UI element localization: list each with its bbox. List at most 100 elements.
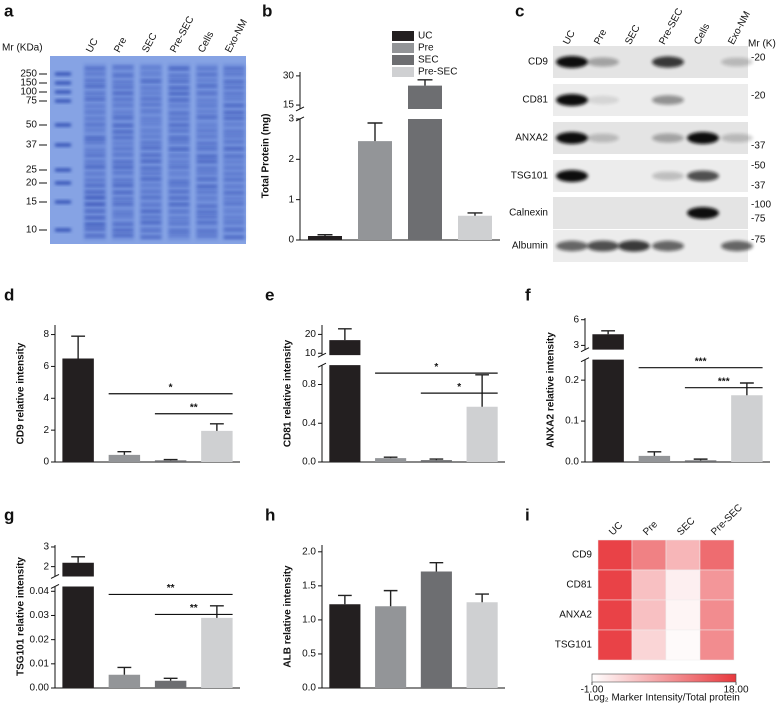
lane-band: [169, 183, 189, 187]
lane-band: [169, 86, 189, 90]
bar: [154, 460, 187, 462]
lane-band: [197, 230, 217, 233]
lane-band: [224, 221, 244, 224]
blot-band: [687, 170, 719, 182]
lane-band: [169, 196, 189, 200]
lane-band: [141, 117, 161, 121]
heatmap-column-label: UC: [607, 520, 625, 538]
blot-band: [587, 95, 619, 105]
lane-band: [141, 184, 161, 187]
ladder-label: 100: [20, 87, 37, 98]
lane-band: [141, 92, 161, 95]
blot-band: [652, 171, 684, 181]
lane-band: [85, 191, 105, 194]
blot-marker: -75: [751, 235, 766, 246]
significance-label: **: [190, 603, 198, 614]
lane-band: [85, 210, 105, 213]
panel-letter: d: [4, 285, 14, 304]
error-bar: [601, 330, 616, 335]
error-bar: [739, 382, 754, 396]
lane-band: [141, 122, 161, 125]
axis-break: [50, 574, 60, 589]
bar: [154, 680, 187, 688]
lane-band: [169, 112, 189, 115]
colorbar-tick-label: -1.00: [581, 685, 604, 696]
lane-band: [141, 103, 161, 106]
y-tick-label: 2.0: [302, 546, 316, 557]
bar: [329, 604, 361, 688]
lane-band: [224, 116, 244, 120]
lane-band: [169, 140, 189, 143]
heatmap-cell: [631, 599, 667, 631]
blot-band: [652, 56, 684, 68]
bar: [592, 334, 624, 462]
bar: [638, 455, 671, 462]
bar: [731, 395, 763, 462]
lane-band: [141, 66, 161, 69]
panel-letter: c: [515, 1, 524, 20]
bar: [62, 562, 94, 688]
ladder-label: 50: [26, 120, 38, 131]
colorbar: [591, 673, 737, 683]
bar: [684, 460, 717, 462]
lane-band: [197, 104, 217, 107]
lane-band: [113, 191, 133, 194]
lane-band: [169, 190, 189, 193]
heatmap-cell: [631, 629, 667, 661]
heatmap-cell: [597, 539, 633, 571]
lane-band: [224, 111, 244, 114]
lane-band: [141, 160, 161, 163]
significance-label: *: [457, 382, 461, 393]
axis-break: [295, 106, 305, 122]
blot-marker: -20: [751, 53, 766, 64]
lane-band: [141, 97, 161, 101]
lane-band: [141, 221, 161, 224]
lane-band: [85, 223, 105, 226]
error-bar: [209, 423, 224, 431]
lane-band: [85, 72, 105, 75]
blot-band: [556, 56, 588, 68]
lane-label: Exo-NM: [223, 18, 250, 55]
blot-marker: -20: [751, 91, 766, 102]
error-bar: [693, 458, 708, 461]
lane-band: [85, 123, 105, 126]
lane-band: [197, 135, 217, 138]
bar: [108, 454, 141, 462]
lane-band: [169, 210, 189, 213]
lane-band: [169, 161, 189, 164]
error-bar: [71, 335, 86, 359]
blot-band: [652, 133, 684, 143]
mr-label: Mr (KDa): [2, 43, 43, 54]
error-bar: [338, 594, 352, 605]
blot-marker: -50: [751, 161, 766, 172]
lane-band: [85, 216, 105, 219]
lane-band: [113, 166, 133, 169]
lane-band: [169, 74, 189, 78]
lane-band: [197, 215, 217, 218]
lane-label: Cells: [196, 30, 216, 55]
lane-band: [197, 110, 217, 113]
bar: [201, 617, 233, 688]
legend-swatch: [392, 43, 414, 53]
error-bar: [383, 456, 398, 459]
lane-band: [197, 155, 217, 158]
error-bar: [429, 458, 444, 461]
heatmap-cell: [665, 539, 701, 571]
lane-band: [224, 86, 244, 89]
legend-label: SEC: [418, 55, 439, 66]
significance-label: *: [434, 362, 438, 373]
lane-band: [141, 210, 161, 213]
panel-letter: a: [4, 1, 14, 20]
ladder-band: [55, 90, 71, 94]
axis-break: [317, 352, 327, 368]
lane-band: [169, 217, 189, 220]
lane-band: [169, 117, 189, 120]
lane-band: [197, 67, 217, 70]
blot-marker: -75: [751, 214, 766, 225]
lane-band: [169, 136, 189, 140]
lane-band: [224, 147, 244, 150]
ladder-band: [55, 72, 71, 76]
heatmap-row-label: CD81: [566, 580, 592, 591]
blot-band: [652, 95, 684, 105]
ladder-band: [55, 143, 71, 147]
